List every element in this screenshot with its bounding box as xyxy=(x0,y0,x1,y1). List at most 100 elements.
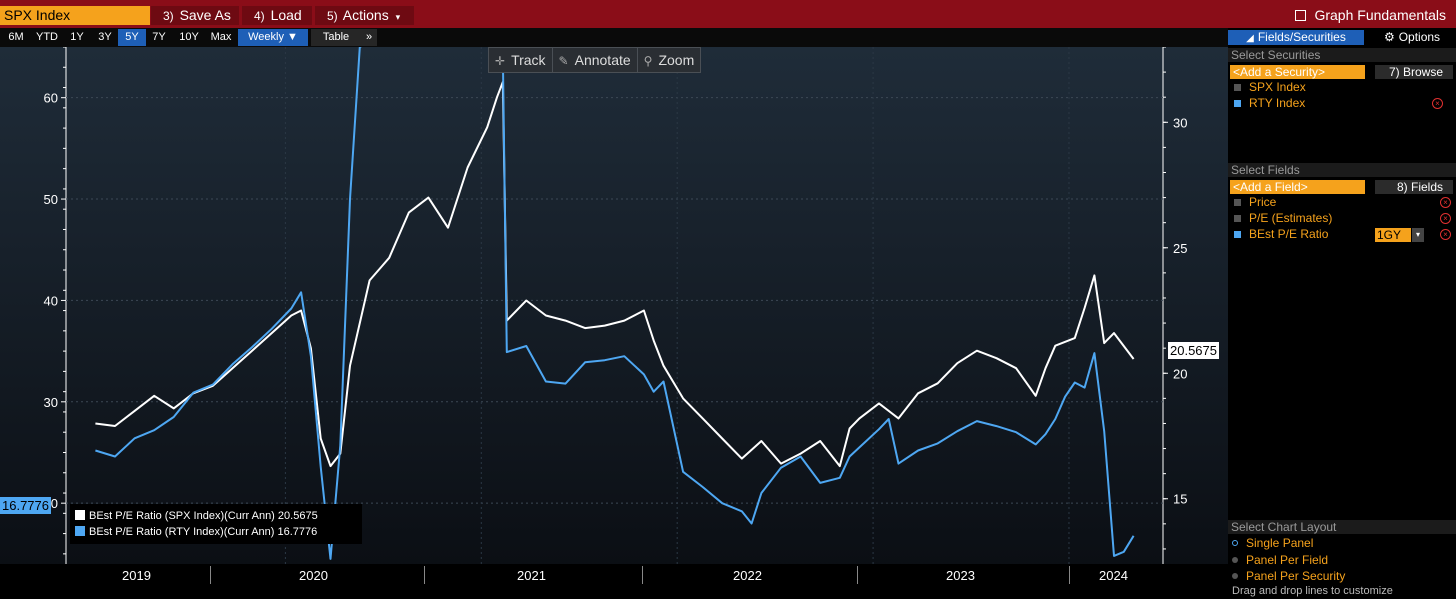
security-item-rty[interactable]: RTY Index xyxy=(1234,96,1305,111)
layout-label: Panel Per Security xyxy=(1246,569,1346,583)
range-tab-ytd[interactable]: YTD xyxy=(36,31,58,43)
load-button[interactable]: 4) Load xyxy=(242,6,312,25)
legend-label: BEst P/E Ratio (RTY Index)(Curr Ann) xyxy=(89,526,275,538)
add-field-input[interactable]: <Add a Field> xyxy=(1230,180,1365,194)
checkbox[interactable] xyxy=(1234,100,1241,107)
fields-button[interactable]: 8) Fields xyxy=(1375,180,1453,194)
chart-area[interactable]: 203040506015202530 xyxy=(0,47,1228,593)
save-as-label: Save As xyxy=(179,7,231,23)
rty-last-value-tag: 16.7776 xyxy=(0,497,51,514)
zoom-tool[interactable]: ⚲ Zoom xyxy=(638,48,701,72)
actions-button[interactable]: 5) Actions ▾ xyxy=(315,6,414,25)
range-tab-5y[interactable]: 5Y xyxy=(118,29,146,46)
track-label: Track xyxy=(511,52,546,68)
chart-icon: ◢ xyxy=(1246,33,1254,44)
y-tick-label-right: 30 xyxy=(1173,115,1187,130)
load-label: Load xyxy=(270,7,302,23)
select-securities-header: Select Securities xyxy=(1228,48,1456,62)
checkbox[interactable] xyxy=(1234,215,1241,222)
x-tick-label: 2020 xyxy=(299,568,328,583)
remove-icon[interactable]: × xyxy=(1440,213,1451,224)
side-panel: ◢ Fields/Securities ⚙ Options Select Secur… xyxy=(1228,28,1456,597)
period-select[interactable]: 1GY xyxy=(1375,228,1411,242)
range-tab-7y[interactable]: 7Y xyxy=(152,31,166,43)
spx-last-value-tag: 20.5675 xyxy=(1168,342,1219,359)
track-tool[interactable]: ✛ Track xyxy=(489,48,553,72)
security-item-spx[interactable]: SPX Index xyxy=(1234,80,1306,95)
remove-icon[interactable]: × xyxy=(1432,98,1443,109)
tab-fields-securities-label: Fields/Securities xyxy=(1257,30,1346,44)
layout-panel-per-security[interactable]: Panel Per Security xyxy=(1232,569,1345,584)
annotate-tool[interactable]: ✎ Annotate xyxy=(553,48,638,72)
tab-options[interactable]: ⚙ Options xyxy=(1368,30,1456,45)
chart-legend: BEst P/E Ratio (SPX Index)(Curr Ann) 20.… xyxy=(70,504,362,544)
legend-label: BEst P/E Ratio (SPX Index)(Curr Ann) xyxy=(89,510,275,522)
x-tick-label: 2023 xyxy=(946,568,975,583)
more-button[interactable]: » xyxy=(361,29,377,46)
save-as-shortcut: 3) xyxy=(163,9,174,23)
tab-options-label: Options xyxy=(1398,30,1441,44)
legend-value: 20.5675 xyxy=(277,510,318,522)
add-security-input[interactable]: <Add a Security> xyxy=(1230,65,1365,79)
field-item-best-pe[interactable]: BEst P/E Ratio xyxy=(1234,227,1328,242)
x-axis-separator xyxy=(210,566,211,584)
field-item-pe-estimates[interactable]: P/E (Estimates) xyxy=(1234,211,1332,226)
y-tick-label-left: 40 xyxy=(44,293,58,308)
checkbox[interactable] xyxy=(1234,231,1241,238)
field-item-price[interactable]: Price xyxy=(1234,195,1276,210)
layout-hint: Drag and drop lines to customize xyxy=(1232,585,1393,597)
layout-label: Panel Per Field xyxy=(1246,553,1329,567)
y-tick-label-right: 25 xyxy=(1173,241,1187,256)
checkbox[interactable] xyxy=(1234,199,1241,206)
legend-item-rty[interactable]: BEst P/E Ratio (RTY Index)(Curr Ann) 16.… xyxy=(75,524,317,540)
layout-panel-per-field[interactable]: Panel Per Field xyxy=(1232,553,1328,568)
load-shortcut: 4) xyxy=(254,9,265,23)
layout-label: Single Panel xyxy=(1246,536,1314,550)
save-as-button[interactable]: 3) Save As xyxy=(151,6,239,25)
field-label: BEst P/E Ratio xyxy=(1249,227,1329,241)
series-line-spx xyxy=(95,81,1135,468)
field-label: Price xyxy=(1249,195,1277,209)
tab-fields-securities[interactable]: ◢ Fields/Securities xyxy=(1228,30,1364,45)
radio[interactable] xyxy=(1232,573,1238,579)
field-label: P/E (Estimates) xyxy=(1249,211,1333,225)
remove-icon[interactable]: × xyxy=(1440,229,1451,240)
table-button[interactable]: Table xyxy=(311,29,361,46)
series-line-rty xyxy=(95,47,1135,560)
remove-icon[interactable]: × xyxy=(1440,197,1451,208)
y-tick-label-left: 50 xyxy=(44,192,58,207)
graph-fundamentals-link[interactable]: Graph Fundamentals xyxy=(1295,6,1446,25)
checkbox[interactable] xyxy=(1234,84,1241,91)
zoom-label: Zoom xyxy=(658,52,695,68)
browse-button[interactable]: 7) Browse xyxy=(1375,65,1453,79)
x-axis xyxy=(0,564,1228,593)
range-tab-10y[interactable]: 10Y xyxy=(179,31,199,43)
x-axis-separator xyxy=(424,566,425,584)
x-tick-label: 2024 xyxy=(1099,568,1128,583)
legend-item-spx[interactable]: BEst P/E Ratio (SPX Index)(Curr Ann) 20.… xyxy=(75,508,318,524)
chevron-down-icon: ▾ xyxy=(395,12,401,22)
radio-selected[interactable] xyxy=(1232,540,1238,546)
frequency-dropdown[interactable]: Weekly ▼ xyxy=(238,29,308,46)
select-fields-header: Select Fields xyxy=(1228,163,1456,177)
range-tab-max[interactable]: Max xyxy=(210,31,232,43)
x-axis-separator xyxy=(1069,566,1070,584)
range-tab-6m[interactable]: 6M xyxy=(8,31,24,43)
legend-swatch xyxy=(75,510,85,520)
range-tab-1y[interactable]: 1Y xyxy=(70,31,84,43)
legend-value: 16.7776 xyxy=(277,526,318,538)
y-tick-label-right: 15 xyxy=(1173,492,1187,507)
chevron-down-icon[interactable]: ▾ xyxy=(1412,228,1424,242)
ticker-input[interactable]: SPX Index xyxy=(0,6,150,25)
legend-swatch xyxy=(75,526,85,536)
radio[interactable] xyxy=(1232,557,1238,563)
gear-icon: ⚙ xyxy=(1383,30,1395,44)
security-label: RTY Index xyxy=(1249,96,1306,110)
graph-fundamentals-label: Graph Fundamentals xyxy=(1314,7,1446,23)
annotate-label: Annotate xyxy=(574,52,631,68)
crosshair-icon: ✛ xyxy=(495,54,506,68)
range-tab-3y[interactable]: 3Y xyxy=(98,31,112,43)
x-axis-separator xyxy=(642,566,643,584)
layout-single-panel[interactable]: Single Panel xyxy=(1232,536,1313,551)
external-link-icon xyxy=(1295,10,1307,21)
